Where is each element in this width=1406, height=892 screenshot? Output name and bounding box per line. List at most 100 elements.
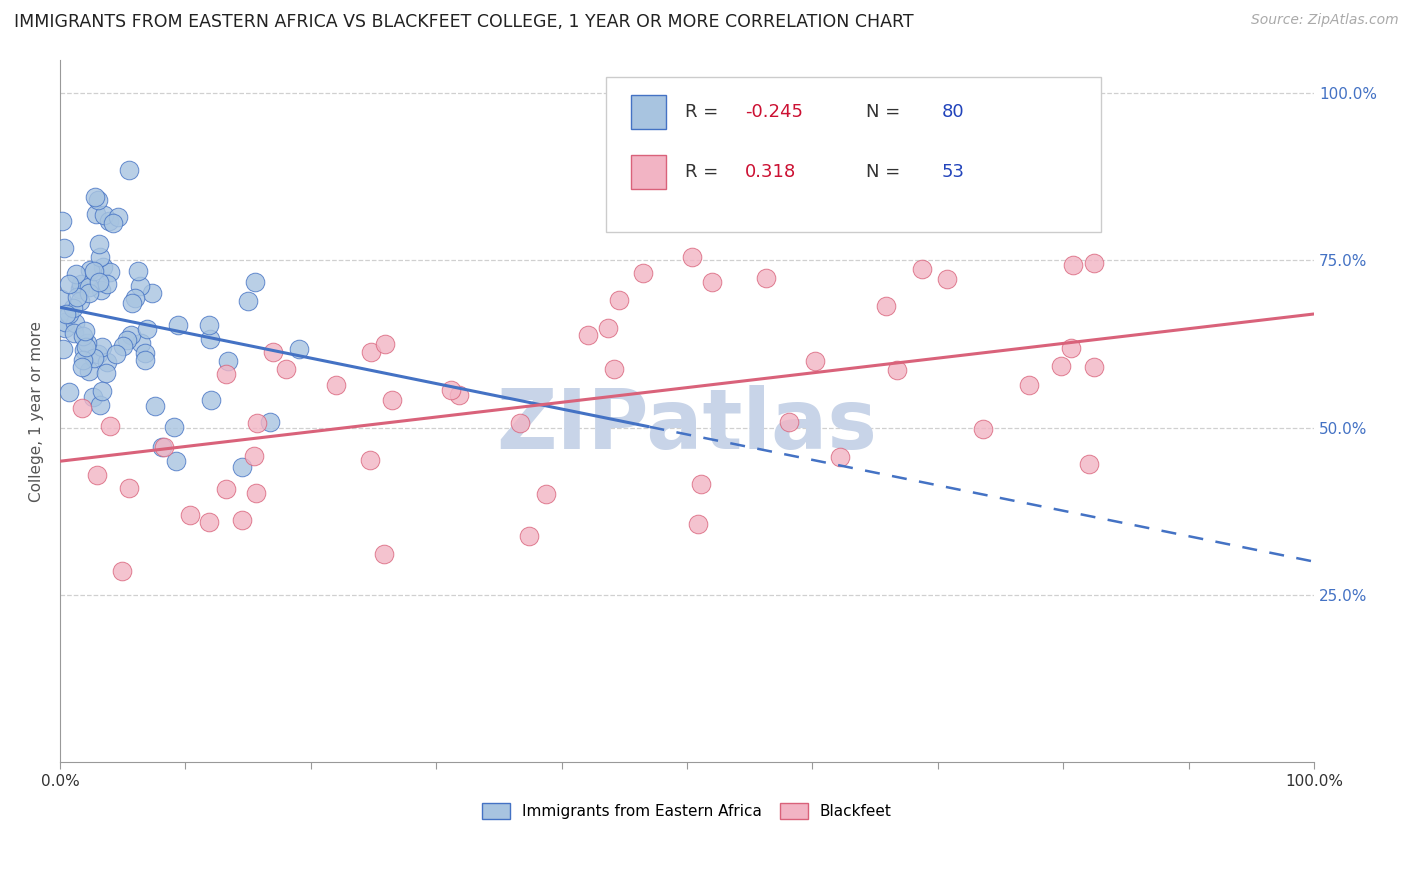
Point xyxy=(1083,359,1105,374)
Point xyxy=(91,341,114,355)
Point xyxy=(200,332,222,346)
Point xyxy=(509,416,531,430)
Point xyxy=(325,378,347,392)
Point xyxy=(143,399,166,413)
Point xyxy=(360,345,382,359)
Text: IMMIGRANTS FROM EASTERN AFRICA VS BLACKFEET COLLEGE, 1 YEAR OR MORE CORRELATION : IMMIGRANTS FROM EASTERN AFRICA VS BLACKF… xyxy=(14,13,914,31)
Point xyxy=(120,327,142,342)
Point xyxy=(58,385,80,400)
Point xyxy=(96,355,118,369)
Point xyxy=(118,481,141,495)
Point xyxy=(72,352,94,367)
Point xyxy=(77,280,100,294)
Point xyxy=(90,384,112,398)
Point xyxy=(449,388,471,402)
Point xyxy=(70,277,93,291)
Point xyxy=(83,190,105,204)
Point xyxy=(127,263,149,277)
Point xyxy=(243,450,266,464)
Point xyxy=(755,270,778,285)
Point xyxy=(609,293,631,307)
Point xyxy=(51,214,73,228)
Point xyxy=(197,318,219,333)
Y-axis label: College, 1 year or more: College, 1 year or more xyxy=(30,320,44,501)
Point xyxy=(87,275,110,289)
Point xyxy=(70,401,93,415)
Point xyxy=(112,339,135,353)
Point xyxy=(77,364,100,378)
Point xyxy=(243,275,266,289)
Point xyxy=(517,529,540,543)
Point xyxy=(89,398,111,412)
Point xyxy=(804,354,827,368)
Point xyxy=(93,209,115,223)
Point xyxy=(246,416,269,430)
Point xyxy=(82,390,104,404)
Point xyxy=(83,264,105,278)
Point xyxy=(129,335,152,350)
Point xyxy=(886,362,908,376)
Point xyxy=(69,293,91,308)
Point xyxy=(262,344,284,359)
Point xyxy=(259,415,281,429)
Text: N =: N = xyxy=(866,163,907,181)
Point xyxy=(1050,359,1073,373)
Point xyxy=(97,214,120,228)
Point xyxy=(215,368,238,382)
Point xyxy=(84,207,107,221)
FancyBboxPatch shape xyxy=(631,95,665,129)
Point xyxy=(118,163,141,178)
Point xyxy=(681,250,703,264)
Point xyxy=(63,326,86,340)
Point xyxy=(72,329,94,343)
Text: N =: N = xyxy=(866,103,907,121)
Point xyxy=(875,299,897,313)
Point xyxy=(1062,259,1084,273)
Text: ZIPatlas: ZIPatlas xyxy=(496,384,877,466)
Point xyxy=(689,477,711,491)
Point xyxy=(98,265,121,279)
Point xyxy=(98,419,121,434)
Point xyxy=(75,340,97,354)
Point xyxy=(52,343,75,357)
Text: 53: 53 xyxy=(942,163,965,181)
Point xyxy=(63,317,86,331)
Point xyxy=(136,321,159,335)
Text: -0.245: -0.245 xyxy=(745,103,803,121)
Point xyxy=(96,277,118,291)
Point xyxy=(93,260,115,274)
Point xyxy=(200,392,222,407)
Point xyxy=(128,278,150,293)
Point xyxy=(167,318,190,333)
Point xyxy=(90,284,112,298)
Point xyxy=(688,517,710,532)
Point xyxy=(150,440,173,454)
Point xyxy=(53,315,76,329)
Point xyxy=(53,321,76,335)
Point xyxy=(215,482,238,496)
Point xyxy=(163,420,186,434)
Point xyxy=(1060,341,1083,355)
Point xyxy=(439,383,461,397)
Point xyxy=(121,296,143,310)
Point xyxy=(86,468,108,483)
Point xyxy=(245,485,267,500)
Point xyxy=(276,362,298,376)
Point xyxy=(72,359,94,374)
Point xyxy=(936,272,959,286)
Point xyxy=(197,515,219,529)
Text: R =: R = xyxy=(685,103,724,121)
Point xyxy=(631,267,654,281)
Point xyxy=(778,415,800,429)
Point xyxy=(141,286,163,301)
Point xyxy=(89,250,111,264)
Point xyxy=(1078,457,1101,471)
Point xyxy=(702,275,724,289)
Point xyxy=(115,333,138,347)
Point xyxy=(153,441,176,455)
Point xyxy=(696,86,718,100)
Point xyxy=(911,262,934,277)
Point xyxy=(87,237,110,252)
Point xyxy=(73,324,96,338)
Point xyxy=(576,327,599,342)
